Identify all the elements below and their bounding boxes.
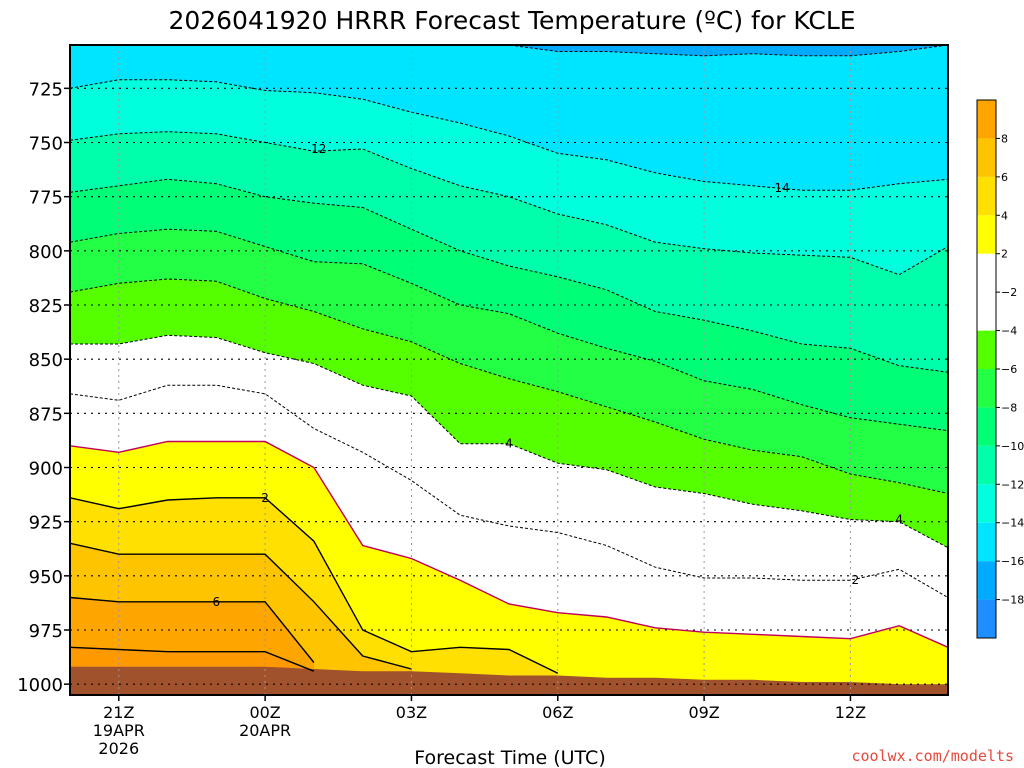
colorbar-label-9: 2 xyxy=(1001,248,1008,261)
grid-lines xyxy=(70,45,948,695)
y-tick-label-950: 950 xyxy=(29,567,63,588)
contour-labels: 12 14 4 4 2 2 6 xyxy=(213,142,904,609)
x-axis-label: Forecast Time (UTC) xyxy=(414,747,605,768)
colorbar-band-11 xyxy=(977,176,996,216)
colorbar-band-10 xyxy=(977,215,996,254)
y-tick-label-900: 900 xyxy=(29,459,63,480)
x-tick-label-10-0: 06Z xyxy=(542,703,573,722)
isotherm-contours xyxy=(70,45,948,674)
plot-frame xyxy=(69,44,949,696)
credit-text: coolwx.com/modelts xyxy=(851,747,1014,765)
ground-surface xyxy=(70,666,948,695)
contour-label-1: 14 xyxy=(775,181,790,195)
y-tick-label-750: 750 xyxy=(29,134,63,155)
colorbar-label-5: −8 xyxy=(1001,401,1017,414)
colorbar-label-1: −16 xyxy=(1001,555,1024,568)
colorbar-legend: −18 −16 −14 −12 −10 −8 −6 −4 −2 2 4 6 8 xyxy=(976,99,1024,639)
y-tick-label-925: 925 xyxy=(29,513,63,534)
contour--6 xyxy=(70,278,948,494)
colorbar-label-2: −14 xyxy=(1001,517,1024,530)
contour-label-6: 6 xyxy=(213,595,221,609)
contour-6 xyxy=(70,596,315,663)
colorbar-label-3: −12 xyxy=(1001,478,1024,491)
x-tick-label-16-0: 12Z xyxy=(835,703,866,722)
colorbar-label-8: −2 xyxy=(1001,286,1017,299)
x-tick-label-1-1: 19APR xyxy=(93,721,145,740)
y-tick-label-775: 775 xyxy=(29,188,63,209)
colorbar-band-4 xyxy=(977,445,996,485)
x-tick-label-7-0: 03Z xyxy=(396,703,427,722)
colorbar-label-4: −10 xyxy=(1001,440,1024,453)
fill-band-below--16 xyxy=(70,45,948,56)
colorbar-band-9 xyxy=(977,253,996,293)
contour-label-3: 4 xyxy=(895,513,903,527)
contour--12 xyxy=(70,131,948,276)
colorbar-band-13 xyxy=(977,100,996,139)
ground-fill xyxy=(70,666,948,695)
fill-band-below--14 xyxy=(70,45,948,191)
y-tick-label-875: 875 xyxy=(29,404,63,425)
contour-2 xyxy=(70,497,559,674)
colorbar-band-0 xyxy=(977,599,996,638)
contour-0 xyxy=(70,440,948,648)
x-tick-label-13-0: 09Z xyxy=(688,703,719,722)
colorbar-label-10: 4 xyxy=(1001,209,1008,222)
contour-label-0: 12 xyxy=(311,142,326,156)
contour-label-5: 2 xyxy=(261,491,269,505)
colorbar-label-11: 6 xyxy=(1001,171,1008,184)
y-tick-label-975: 975 xyxy=(29,621,63,642)
y-tick-label-1000: 1000 xyxy=(17,675,63,696)
colorbar-label-7: −4 xyxy=(1001,325,1017,338)
contour-label-4: 2 xyxy=(852,573,860,587)
contour--8 xyxy=(70,228,948,432)
x-tick-label-1-2: 2026 xyxy=(98,739,139,758)
colorbar-label-12: 8 xyxy=(1001,132,1008,145)
colorbar-band-1 xyxy=(977,561,996,600)
contour-4 xyxy=(70,542,412,670)
contour-8 xyxy=(70,646,315,672)
contour--16 xyxy=(70,45,948,57)
y-tick-label-850: 850 xyxy=(29,350,63,371)
temperature-fill-bands xyxy=(70,45,948,695)
y-tick-label-725: 725 xyxy=(29,79,63,100)
colorbar-band-2 xyxy=(977,522,996,562)
colorbar-band-8 xyxy=(977,292,996,331)
colorbar-label-0: −18 xyxy=(1001,594,1024,607)
x-tick-label-1-0: 21Z xyxy=(103,703,134,722)
contour-label-2: 4 xyxy=(505,437,513,451)
chart-title: 2026041920 HRRR Forecast Temperature (ºC… xyxy=(168,6,855,35)
colorbar-label-6: −6 xyxy=(1001,363,1017,376)
contour--4 xyxy=(70,334,948,549)
colorbar-band-6 xyxy=(977,369,996,408)
colorbar-band-5 xyxy=(977,407,996,446)
contour--14 xyxy=(70,79,948,191)
y-tick-label-825: 825 xyxy=(29,296,63,317)
colorbar-band-3 xyxy=(977,484,996,523)
y-tick-label-800: 800 xyxy=(29,242,63,263)
colorbar-band-12 xyxy=(977,138,996,177)
y-axis: 725 750 775 800 825 850 875 900 925 950 975 1000 xyxy=(17,79,70,696)
colorbar-band-7 xyxy=(977,330,996,369)
x-tick-label-4-1: 20APR xyxy=(239,721,291,740)
x-tick-label-4-0: 00Z xyxy=(249,703,280,722)
contour--10 xyxy=(70,178,948,373)
